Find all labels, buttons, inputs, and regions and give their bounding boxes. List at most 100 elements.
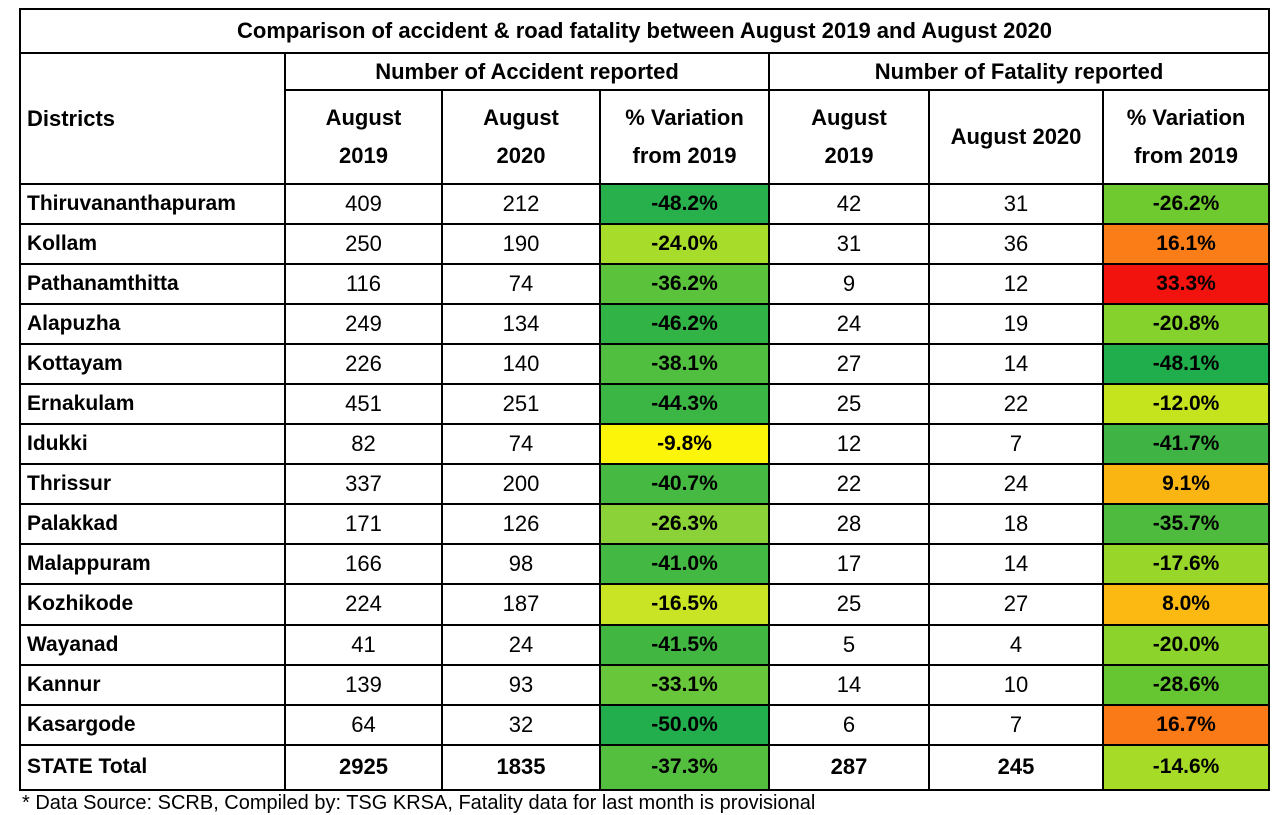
districts-header: Districts xyxy=(19,52,286,185)
district-cell: Kannur xyxy=(19,663,286,706)
table-row: Kannur 139 93 -33.1% 14 10 -28.6% xyxy=(19,663,1271,706)
fatality-2020-header: August 2020 xyxy=(928,89,1104,185)
fatality-2020-cell: 12 xyxy=(928,263,1104,306)
district-cell: Kozhikode xyxy=(19,583,286,626)
district-cell: Ernakulam xyxy=(19,383,286,426)
fatality-2020-cell: 245 xyxy=(928,743,1104,792)
fatality-2020-cell: 36 xyxy=(928,223,1104,266)
fatality-2019-cell: 42 xyxy=(768,182,930,226)
district-cell: Thiruvananthapuram xyxy=(19,182,286,226)
accident-variation-cell: -24.0% xyxy=(599,223,770,266)
accident-2019-cell: 337 xyxy=(284,463,443,506)
fatality-2020-cell: 7 xyxy=(928,423,1104,466)
fatality-2019-cell: 22 xyxy=(768,463,930,506)
accident-2020-cell: 98 xyxy=(441,543,601,586)
fatality-variation-cell: -48.1% xyxy=(1101,343,1271,386)
fatality-2019-cell: 14 xyxy=(768,663,930,706)
accident-variation-cell: -33.1% xyxy=(599,663,770,706)
accident-2020-cell: 93 xyxy=(441,663,601,706)
fatality-variation-cell: -12.0% xyxy=(1101,383,1271,426)
fatality-variation-cell: 8.0% xyxy=(1101,583,1271,626)
accident-2019-header: August 2019 xyxy=(284,89,443,185)
fatality-2019-cell: 27 xyxy=(768,343,930,386)
district-cell: Pathanamthitta xyxy=(19,263,286,306)
fatality-2020-cell: 19 xyxy=(928,303,1104,346)
fatality-2019-cell: 6 xyxy=(768,703,930,746)
fatality-2019-cell: 5 xyxy=(768,623,930,666)
fatality-2019-cell: 31 xyxy=(768,223,930,266)
fatality-variation-cell: -17.6% xyxy=(1101,543,1271,586)
fatality-2019-cell: 9 xyxy=(768,263,930,306)
fatality-variation-cell: -20.8% xyxy=(1101,303,1271,346)
accident-2020-cell: 24 xyxy=(441,623,601,666)
fatality-2020-cell: 14 xyxy=(928,543,1104,586)
fatality-2020-cell: 4 xyxy=(928,623,1104,666)
fatality-2019-cell: 17 xyxy=(768,543,930,586)
accident-2019-cell: 226 xyxy=(284,343,443,386)
accident-variation-cell: -16.5% xyxy=(599,583,770,626)
fatality-variation-cell: -20.0% xyxy=(1101,623,1271,666)
accident-2019-cell: 166 xyxy=(284,543,443,586)
accident-variation-cell: -50.0% xyxy=(599,703,770,746)
district-cell: Alapuzha xyxy=(19,303,286,346)
accident-2019-cell: 249 xyxy=(284,303,443,346)
table-row: Palakkad 171 126 -26.3% 28 18 -35.7% xyxy=(19,503,1271,546)
accident-variation-cell: -41.0% xyxy=(599,543,770,586)
district-cell: Thrissur xyxy=(19,463,286,506)
accident-variation-cell: -9.8% xyxy=(599,423,770,466)
accident-2020-cell: 32 xyxy=(441,703,601,746)
table-row: Kozhikode 224 187 -16.5% 25 27 8.0% xyxy=(19,583,1271,626)
table-row: Alapuzha 249 134 -46.2% 24 19 -20.8% xyxy=(19,303,1271,346)
accident-2019-cell: 116 xyxy=(284,263,443,306)
table-row: Kasargode 64 32 -50.0% 6 7 16.7% xyxy=(19,703,1271,746)
fatality-group-header: Number of Fatality reported xyxy=(767,52,1271,91)
accident-variation-cell: -38.1% xyxy=(599,343,770,386)
accident-2020-cell: 74 xyxy=(441,263,601,306)
fatality-variation-header: % Variation from 2019 xyxy=(1101,89,1271,185)
table-row: Kollam 250 190 -24.0% 31 36 16.1% xyxy=(19,223,1271,266)
fatality-variation-cell: -35.7% xyxy=(1101,503,1271,546)
accident-2019-cell: 250 xyxy=(284,223,443,266)
accident-2020-cell: 134 xyxy=(441,303,601,346)
table-row: Pathanamthitta 116 74 -36.2% 9 12 33.3% xyxy=(19,263,1271,306)
district-cell: Wayanad xyxy=(19,623,286,666)
table-row: Kottayam 226 140 -38.1% 27 14 -48.1% xyxy=(19,343,1271,386)
accident-2020-cell: 200 xyxy=(441,463,601,506)
accident-2019-cell: 224 xyxy=(284,583,443,626)
fatality-variation-cell: 9.1% xyxy=(1101,463,1271,506)
accident-variation-cell: -26.3% xyxy=(599,503,770,546)
district-cell: Idukki xyxy=(19,423,286,466)
state-total-row: STATE Total 2925 1835 -37.3% 287 245 -14.6% xyxy=(19,743,1271,792)
accident-variation-cell: -41.5% xyxy=(599,623,770,666)
accident-2019-cell: 409 xyxy=(284,182,443,226)
fatality-2019-cell: 25 xyxy=(768,583,930,626)
fatality-2019-cell: 24 xyxy=(768,303,930,346)
accident-2019-cell: 139 xyxy=(284,663,443,706)
fatality-2020-cell: 18 xyxy=(928,503,1104,546)
fatality-2019-cell: 12 xyxy=(768,423,930,466)
accident-variation-cell: -44.3% xyxy=(599,383,770,426)
accident-2020-cell: 1835 xyxy=(441,743,601,792)
comparison-table: Comparison of accident & road fatality b… xyxy=(18,8,1271,792)
fatality-2020-cell: 7 xyxy=(928,703,1104,746)
fatality-variation-cell: -28.6% xyxy=(1101,663,1271,706)
district-cell: Kasargode xyxy=(19,703,286,746)
accident-2019-cell: 64 xyxy=(284,703,443,746)
accident-2019-cell: 82 xyxy=(284,423,443,466)
fatality-2020-cell: 31 xyxy=(928,182,1104,226)
fatality-variation-cell: -26.2% xyxy=(1101,182,1271,226)
accident-variation-header: % Variation from 2019 xyxy=(599,89,770,185)
accident-2019-cell: 41 xyxy=(284,623,443,666)
fatality-2020-cell: 14 xyxy=(928,343,1104,386)
district-cell: Kollam xyxy=(19,223,286,266)
accident-2020-cell: 212 xyxy=(441,182,601,226)
accident-group-header: Number of Accident reported xyxy=(284,52,770,91)
table-row: Malappuram 166 98 -41.0% 17 14 -17.6% xyxy=(19,543,1271,586)
accident-2020-cell: 140 xyxy=(441,343,601,386)
accident-2020-cell: 190 xyxy=(441,223,601,266)
table-body: Thiruvananthapuram 409 212 -48.2% 42 31 -26.2%… xyxy=(19,182,1271,792)
accident-2019-cell: 2925 xyxy=(284,743,443,792)
fatality-2020-cell: 10 xyxy=(928,663,1104,706)
fatality-2020-cell: 27 xyxy=(928,583,1104,626)
table-title: Comparison of accident & road fatality b… xyxy=(18,8,1271,54)
